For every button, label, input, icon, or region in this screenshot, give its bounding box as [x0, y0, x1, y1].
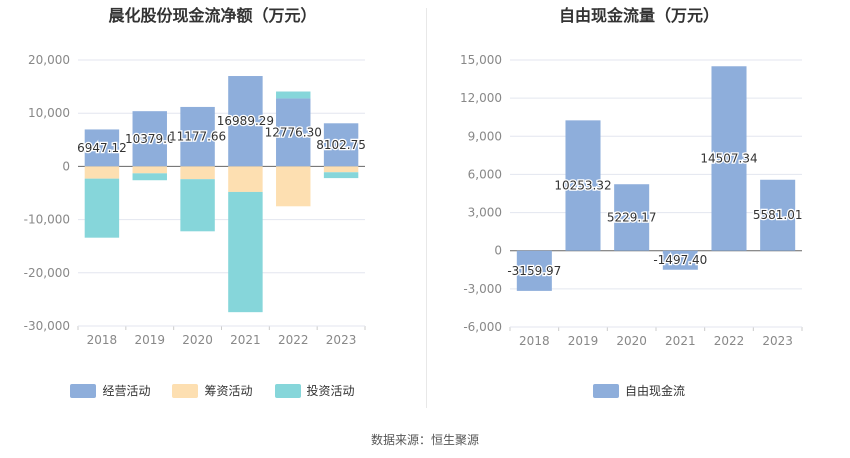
y-tick-label: -20,000 [24, 266, 70, 280]
bar-2022 [276, 166, 311, 207]
bar-2020 [180, 106, 215, 167]
data-label: 12776.30 [265, 125, 322, 139]
data-label: 14507.34 [700, 151, 757, 165]
data-label: -3159.97 [507, 264, 561, 278]
x-tick-label: 2019 [568, 334, 599, 348]
y-tick-label: 0 [494, 244, 502, 258]
chart-legend: 自由现金流 [428, 382, 850, 399]
bar-2021 [228, 166, 263, 192]
y-tick-label: 12,000 [460, 91, 502, 105]
legend-item[interactable]: 自由现金流 [592, 382, 685, 399]
panel-divider [426, 8, 427, 408]
x-tick-label: 2021 [230, 333, 261, 347]
y-tick-label: 0 [62, 159, 70, 173]
legend-item[interactable]: 筹资活动 [172, 382, 253, 399]
data-label: 8102.75 [316, 138, 366, 152]
source-note: 数据来源：恒生聚源 [370, 433, 479, 447]
data-label: 6947.12 [77, 141, 127, 155]
legend-swatch [274, 383, 301, 398]
y-tick-label: -6,000 [463, 320, 502, 334]
legend-label: 自由现金流 [624, 384, 685, 398]
x-tick-label: 2022 [714, 334, 745, 348]
y-tick-label: -30,000 [24, 319, 70, 333]
x-tick-label: 2018 [519, 334, 550, 348]
x-tick-label: 2021 [665, 334, 696, 348]
bar-2021 [228, 191, 263, 313]
y-tick-label: 10,000 [28, 106, 70, 120]
x-tick-label: 2022 [278, 333, 309, 347]
y-tick-label: 20,000 [28, 53, 70, 67]
bar-2020 [180, 166, 215, 180]
legend-label: 筹资活动 [204, 384, 253, 398]
cashflow-net-panel: 晨化股份现金流净额（万元） 20,000 10,000 0 -10,000 -20,00… [0, 0, 425, 410]
legend-label: 经营活动 [102, 384, 151, 398]
x-tick-label: 2019 [134, 333, 165, 347]
bar-2022 [711, 66, 747, 251]
y-tick-label: 15,000 [460, 53, 502, 67]
bar-2018 [84, 166, 120, 179]
legend-item[interactable]: 经营活动 [70, 382, 150, 399]
data-label: 16989.29 [217, 114, 274, 128]
chart-title: 自由现金流量（万元） [558, 6, 719, 25]
free-cashflow-panel: 自由现金流量（万元） 15,000 12,000 9,000 6,000 3,000 0-… [428, 0, 850, 410]
x-tick-label: 2020 [182, 333, 213, 347]
bar-2021 [662, 250, 698, 270]
bar-2019 [132, 166, 167, 174]
y-tick-label: 6,000 [468, 167, 502, 181]
x-tick-label: 2023 [762, 334, 793, 348]
bar-2023 [323, 166, 359, 173]
bar-2022 [276, 98, 311, 167]
bar-2019 [565, 120, 601, 251]
y-tick-label: -3,000 [463, 282, 502, 296]
y-tick-label: 3,000 [468, 206, 502, 220]
legend-swatch [592, 383, 619, 398]
bar-2020 [614, 184, 650, 251]
legend-item[interactable]: 投资活动 [274, 382, 355, 399]
x-tick-label: 2018 [87, 333, 118, 347]
data-label: 5229.17 [607, 210, 657, 224]
free-cashflow-chart: 15,000 12,000 9,000 6,000 3,000 0 -3,000 -6,000… [460, 53, 804, 348]
x-tick-label: 2023 [326, 333, 357, 347]
data-label: 11177.66 [169, 130, 226, 144]
data-label: -1497.40 [653, 253, 707, 267]
bar-2018 [516, 250, 552, 291]
bar-2018 [84, 178, 120, 238]
data-label: 5581.01 [753, 208, 803, 222]
chart-title: 晨化股份现金流净额（万元） [108, 6, 317, 25]
legend-label: 投资活动 [306, 384, 355, 398]
bar-2021 [228, 76, 263, 167]
bar-2018 [84, 129, 120, 167]
y-tick-label: 9,000 [468, 129, 502, 143]
chart-legend: 经营活动 筹资活动 投资活动 [0, 382, 425, 399]
legend-swatch [172, 383, 199, 398]
bar-2019 [132, 173, 167, 181]
bar-2020 [180, 179, 215, 232]
bar-2023 [323, 123, 359, 167]
bar-2022 [276, 91, 311, 99]
bar-2023 [760, 179, 796, 251]
y-tick-label: -10,000 [24, 213, 70, 227]
legend-swatch [70, 383, 97, 398]
data-label: 10253.32 [554, 179, 611, 193]
bar-2019 [132, 111, 167, 167]
cashflow-net-chart: 20,000 10,000 0 -10,000 -20,000 -30,000 2018 69… [24, 53, 367, 347]
data-label: 10379.0 [125, 132, 175, 146]
x-tick-label: 2020 [616, 334, 647, 348]
bar-2023 [323, 172, 359, 179]
